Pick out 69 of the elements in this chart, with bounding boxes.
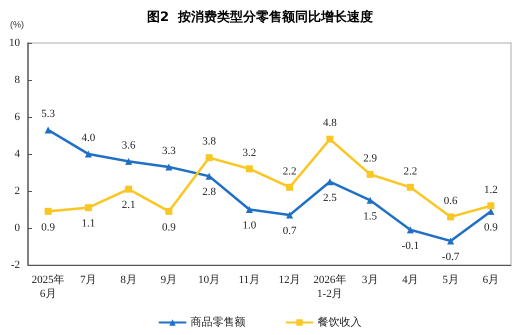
point xyxy=(487,202,494,210)
x-tick-label: 12月 xyxy=(278,274,301,286)
data-label: -0.7 xyxy=(442,250,460,263)
x-tick-label: 5月 xyxy=(442,274,459,286)
y-tick-label: 4 xyxy=(14,148,20,160)
point xyxy=(406,184,414,191)
data-label: 2.5 xyxy=(323,192,338,204)
point xyxy=(206,154,213,162)
point xyxy=(366,196,374,204)
data-label: 1.2 xyxy=(484,184,498,196)
data-label: 0.9 xyxy=(162,221,176,234)
data-label: 2.9 xyxy=(363,152,378,164)
point xyxy=(447,213,454,220)
y-axis-title: (%) xyxy=(10,20,24,30)
data-label: 3.6 xyxy=(122,139,136,152)
legend-label: 商品零售额 xyxy=(190,316,246,328)
data-label: 4.8 xyxy=(323,117,338,130)
data-label: 3.3 xyxy=(162,144,176,157)
data-label: 0.7 xyxy=(282,225,297,238)
y-tick-label: 6 xyxy=(14,111,20,123)
point xyxy=(246,165,253,172)
data-label: 1.5 xyxy=(363,210,378,222)
point xyxy=(165,208,172,215)
y-tick-label: -2 xyxy=(10,259,20,271)
data-label: 0.6 xyxy=(444,194,458,207)
data-label: 2.8 xyxy=(202,186,216,198)
chart-title: 图2 按消费类型分零售额同比增长速度 xyxy=(146,9,374,25)
point xyxy=(165,163,172,170)
point xyxy=(406,226,414,234)
point xyxy=(326,136,334,143)
y-tick-label: 10 xyxy=(9,37,20,49)
x-tick-label: 8月 xyxy=(120,274,137,286)
data-label: 2.2 xyxy=(282,165,296,178)
point xyxy=(84,204,92,212)
data-label: 4.0 xyxy=(82,132,96,144)
point xyxy=(246,206,253,213)
x-tick-label: 11月 xyxy=(238,274,260,286)
y-tick-label: 0 xyxy=(14,222,20,234)
point xyxy=(366,170,374,178)
y-tick-label: 8 xyxy=(14,74,20,86)
data-label: 1.0 xyxy=(242,220,257,232)
legend-label: 餐饮收入 xyxy=(318,316,362,328)
data-label: 0.9 xyxy=(484,221,498,234)
data-label: 5.3 xyxy=(41,108,56,120)
point xyxy=(286,212,294,219)
data-label: 3.2 xyxy=(242,146,256,159)
point xyxy=(125,158,132,165)
point xyxy=(84,150,92,158)
point xyxy=(44,126,52,134)
x-tick-label: 4月 xyxy=(402,274,419,286)
data-label: 3.8 xyxy=(202,136,216,148)
x-tick-label: 9月 xyxy=(160,274,178,286)
x-tick-label: 2025年 6月 xyxy=(32,274,65,300)
x-tick-label: 7月 xyxy=(80,274,97,286)
point xyxy=(286,184,294,191)
data-label: 1.1 xyxy=(82,218,96,230)
x-tick-label: 10月 xyxy=(198,274,220,286)
point xyxy=(447,237,454,244)
data-label: -0.1 xyxy=(402,240,420,252)
data-label: 2.1 xyxy=(122,199,136,212)
data-label: 2.2 xyxy=(404,165,418,178)
point xyxy=(125,186,132,193)
x-tick-label: 2026年 1-2月 xyxy=(313,274,346,300)
x-tick-label: 3月 xyxy=(362,274,378,286)
y-tick-label: 2 xyxy=(14,185,20,197)
point xyxy=(206,172,213,180)
data-label: 0.9 xyxy=(41,221,56,234)
point xyxy=(44,208,52,215)
x-tick-label: 6月 xyxy=(482,274,500,286)
